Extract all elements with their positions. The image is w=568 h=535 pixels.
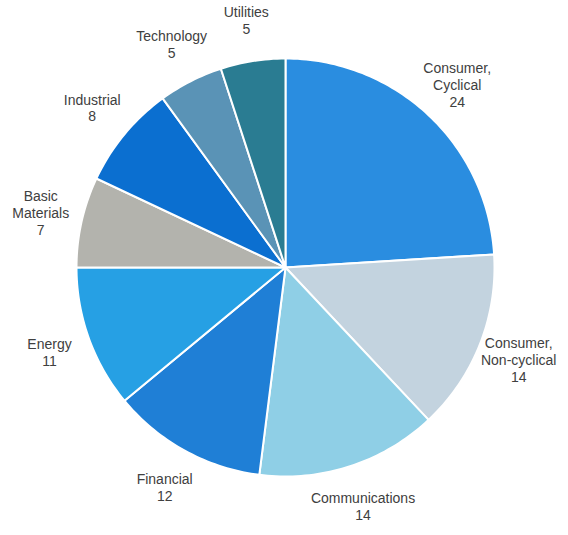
svg-text:Consumer,Non-cyclical14: Consumer,Non-cyclical14 (481, 335, 556, 385)
svg-text:Industrial8: Industrial8 (64, 92, 121, 125)
svg-text:Consumer,Cyclical24: Consumer,Cyclical24 (423, 60, 491, 110)
svg-text:Technology5: Technology5 (136, 28, 207, 61)
svg-text:Communications14: Communications14 (311, 490, 415, 523)
svg-text:Utilities5: Utilities5 (224, 4, 269, 37)
svg-text:BasicMaterials7: BasicMaterials7 (12, 188, 69, 238)
svg-text:Energy11: Energy11 (27, 336, 71, 369)
svg-text:Financial12: Financial12 (137, 471, 193, 504)
